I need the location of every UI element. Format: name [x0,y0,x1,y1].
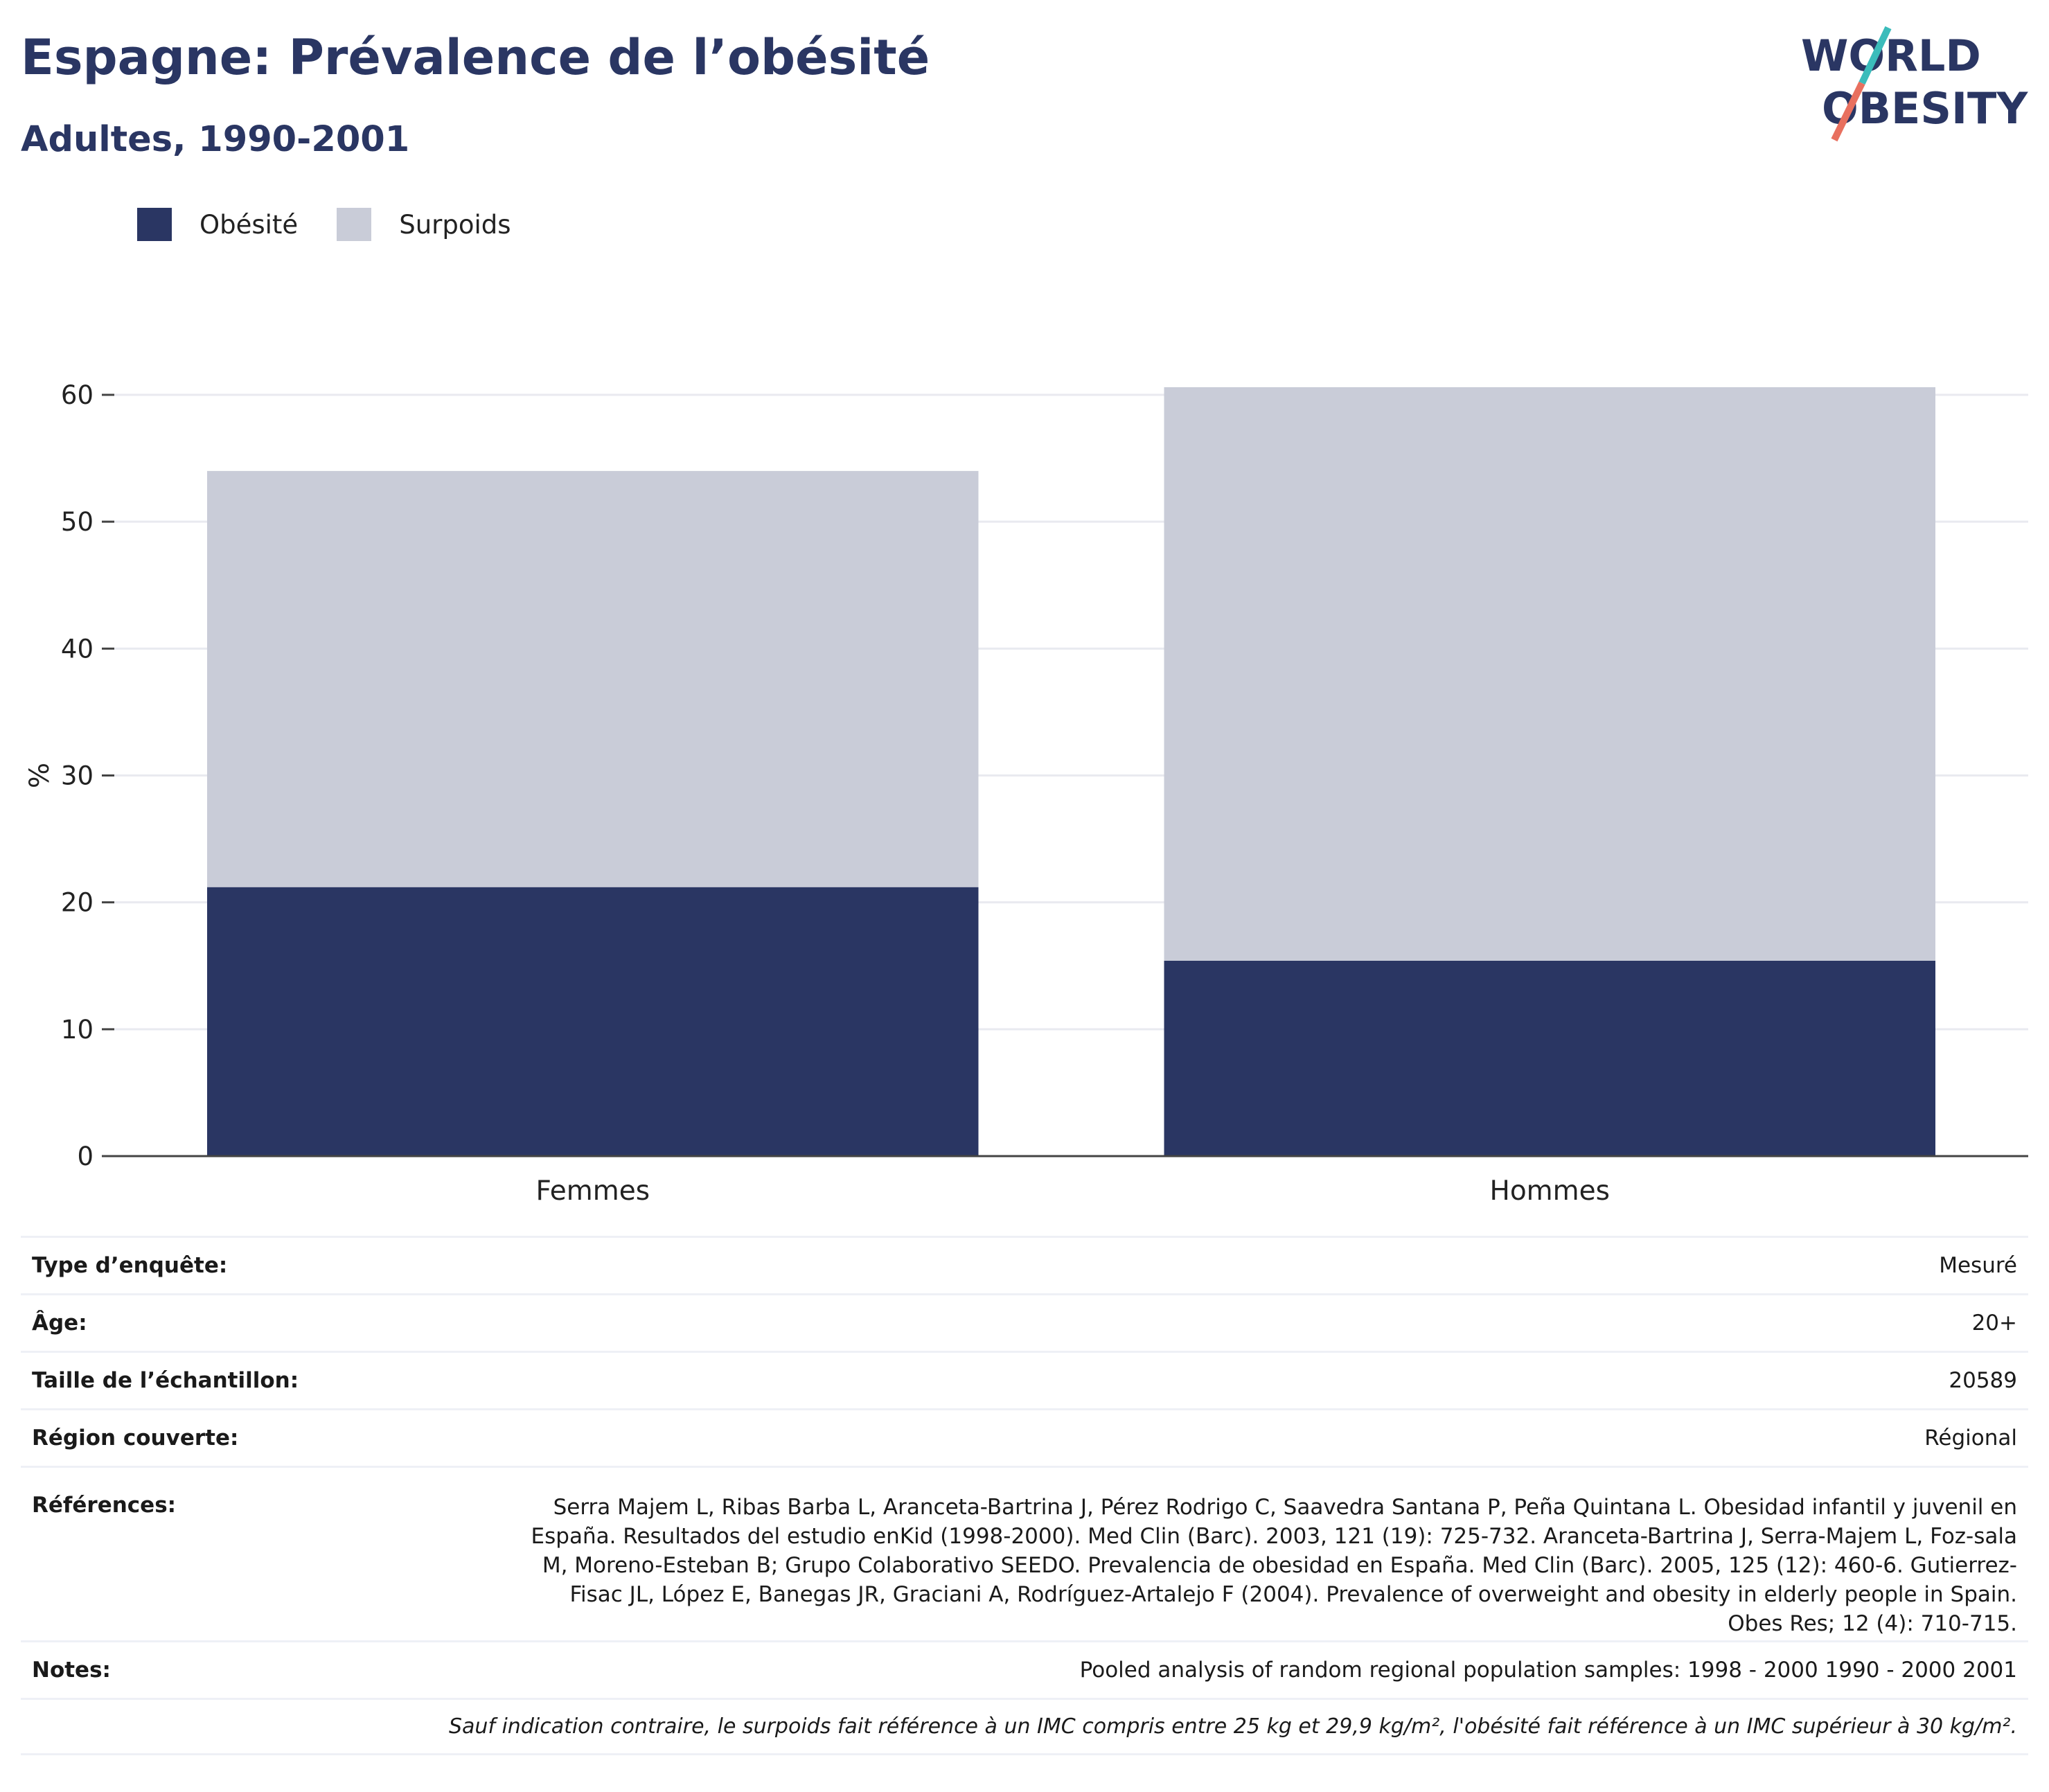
y-tick-label: 0 [77,1142,94,1171]
info-value: 20+ [1971,1311,2017,1336]
y-tick-label: 20 [61,888,94,918]
info-label: Âge: [32,1311,87,1336]
bar-surpoids-hommes [1164,387,1935,961]
info-row-region: Région couverte: Régional [21,1408,2028,1466]
references-text: Serra Majem L, Ribas Barba L, Aranceta-B… [531,1495,2017,1636]
footnote-row: Sauf indication contraire, le surpoids f… [21,1698,2028,1755]
survey-info-table: Type d’enquête: Mesuré Âge: 20+ Taille d… [21,1236,2028,1755]
legend-swatch-surpoids [337,208,372,241]
legend-label-obesite: Obésité [199,209,299,240]
info-row-sample-size: Taille de l’échantillon: 20589 [21,1351,2028,1408]
info-value: Régional [1924,1426,2017,1451]
page-subtitle: Adultes, 1990-2001 [21,119,410,160]
info-row-age: Âge: 20+ [21,1293,2028,1351]
info-value: Pooled analysis of random regional popul… [1079,1658,2017,1683]
legend-label-surpoids: Surpoids [399,209,511,240]
x-tick-label: Hommes [1490,1176,1610,1207]
bar-obesite-hommes [1164,960,1935,1156]
bmi-footnote: Sauf indication contraire, le surpoids f… [448,1714,2017,1739]
logo-line1: WORLD [1801,30,1981,81]
legend-item-surpoids[interactable]: Surpoids [337,208,511,241]
bar-surpoids-femmes [207,470,979,887]
info-label: Taille de l’échantillon: [32,1368,299,1393]
bar-obesite-femmes [207,887,979,1156]
info-row-notes: Notes: Pooled analysis of random regiona… [21,1640,2028,1698]
x-tick-label: Femmes [535,1176,650,1207]
y-tick-label: 50 [61,507,94,537]
y-tick-label: 30 [61,761,94,791]
world-obesity-logo: WORLD OBESITY [1801,26,2028,142]
page-title: Espagne: Prévalence de l’obésité [21,29,930,86]
chart-legend: Obésité Surpoids [137,206,550,242]
info-label: Notes: [32,1658,111,1683]
legend-item-obesite[interactable]: Obésité [137,208,298,241]
info-label: Références: [32,1493,177,1518]
logo-slash-teal [1859,26,1892,85]
y-axis-label: % [24,763,55,788]
y-tick-label: 10 [61,1015,94,1045]
logo-slash-coral [1831,81,1865,142]
info-label: Région couverte: [32,1426,239,1451]
y-tick-label: 40 [61,634,94,664]
info-row-survey-type: Type d’enquête: Mesuré [21,1236,2028,1293]
y-tick-label: 60 [61,380,94,410]
info-label: Type d’enquête: [32,1253,228,1278]
info-row-references: Références: Serra Majem L, Ribas Barba L… [21,1466,2028,1640]
legend-swatch-obesite [137,208,172,241]
info-value: Mesuré [1939,1253,2017,1278]
info-value: 20589 [1949,1368,2017,1393]
stacked-bar-chart: 0 10 20 30 40 50 60 Femmes Hommes% [24,380,2028,1207]
